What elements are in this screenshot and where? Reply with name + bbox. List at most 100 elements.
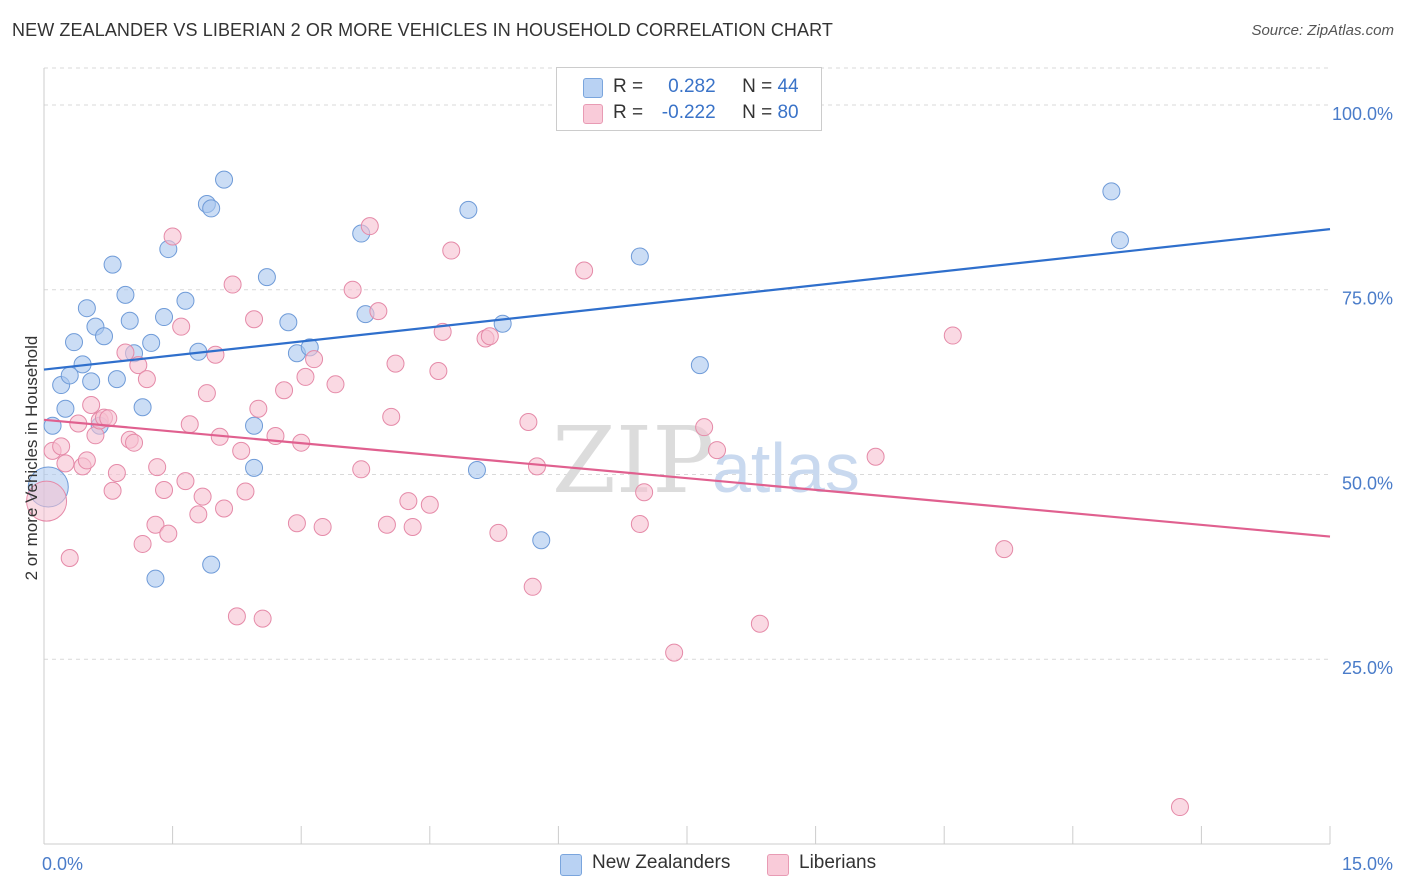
nz-point-43	[1110, 231, 1129, 250]
x-tick-label-1: 15.0%	[1342, 854, 1393, 874]
lr-point-19	[133, 534, 152, 553]
lr-point-47	[305, 350, 324, 369]
lr-point-28	[180, 415, 199, 434]
lr-point-60	[429, 362, 448, 381]
lr-point-23	[155, 480, 174, 499]
lr-point-43	[275, 381, 294, 400]
nz-point-39	[532, 531, 551, 550]
nz-point-8	[82, 372, 101, 391]
lr-point-7	[77, 451, 96, 470]
lr-point-64	[480, 327, 499, 346]
lr-point-37	[232, 441, 251, 460]
lr-point-35	[223, 275, 242, 294]
chart-title: NEW ZEALANDER VS LIBERIAN 2 OR MORE VEHI…	[12, 20, 833, 40]
lr-point-71	[635, 483, 654, 502]
lr-point-74	[708, 441, 727, 460]
lr-point-14	[107, 463, 126, 482]
lr-point-26	[172, 317, 191, 336]
lr-point-50	[343, 280, 362, 299]
nz-point-13	[107, 370, 126, 389]
nz-point-25	[202, 555, 221, 574]
lr-point-55	[382, 407, 401, 426]
nz-point-19	[146, 569, 165, 588]
nz-point-40	[630, 247, 649, 266]
nz-point-41	[690, 356, 709, 375]
nz-point-26	[202, 199, 221, 218]
swatch-blue	[560, 854, 582, 876]
lr-point-66	[519, 413, 538, 432]
axes	[43, 68, 1331, 845]
lr-point-30	[193, 487, 212, 506]
nz-point-28	[245, 416, 264, 435]
y-tick-label-3: 100.0%	[1332, 104, 1393, 124]
lr-point-25	[163, 227, 182, 246]
legend-label-new-zealanders: New Zealanders	[592, 852, 731, 873]
lr-point-39	[245, 310, 264, 329]
nz-point-14	[116, 285, 135, 304]
nz-point-36	[459, 200, 478, 219]
lr-point-48	[313, 517, 332, 536]
nz-point-30	[257, 268, 276, 287]
x-tick-label-0: 0.0%	[42, 854, 83, 874]
legend-r-label: R =	[613, 102, 644, 123]
gridlines	[44, 67, 1330, 660]
correlation-legend: R = 0.282 N = 44 R = -0.222 N = 80	[556, 67, 822, 131]
legend-swatch-pink	[583, 104, 603, 124]
lr-point-51	[352, 460, 371, 479]
lr-point-44	[287, 514, 306, 533]
lr-point-17	[125, 433, 144, 452]
legend-n-value-2: 80	[777, 102, 799, 123]
lr-point-40	[249, 399, 268, 418]
nz-point-17	[133, 398, 152, 417]
trend-line-liberians	[43, 418, 1331, 538]
series-liberians	[26, 217, 1189, 817]
lr-point-56	[386, 354, 405, 373]
lr-point-38	[236, 482, 255, 501]
lr-point-73	[695, 418, 714, 437]
lr-point-78	[995, 540, 1014, 559]
trend-lines	[43, 228, 1331, 538]
lr-point-75	[750, 614, 769, 633]
lr-point-3	[56, 454, 75, 473]
lr-point-0	[26, 480, 68, 522]
swatch-pink	[767, 854, 789, 876]
nz-point-3	[56, 399, 75, 418]
lr-point-53	[369, 302, 388, 321]
lr-point-4	[60, 548, 79, 567]
lr-point-52	[360, 217, 379, 236]
lr-point-21	[146, 515, 165, 534]
y-tick-label-2: 75.0%	[1342, 289, 1393, 309]
lr-point-72	[665, 643, 684, 662]
lr-point-76	[866, 447, 885, 466]
y-tick-label-0: 25.0%	[1342, 658, 1393, 678]
watermark-atlas: atlas	[712, 429, 860, 507]
legend-r-value-1: 0.282	[668, 76, 716, 97]
lr-point-18	[129, 356, 148, 375]
nz-point-29	[245, 458, 264, 477]
lr-point-36	[227, 607, 246, 626]
nz-point-37	[467, 461, 486, 480]
nz-point-5	[65, 333, 84, 352]
legend-r-label: R =	[613, 76, 644, 97]
lr-point-58	[403, 517, 422, 536]
nz-point-7	[77, 299, 96, 318]
lr-point-27	[176, 472, 195, 491]
nz-point-31	[279, 313, 298, 332]
lr-point-70	[630, 514, 649, 533]
lr-point-32	[206, 345, 225, 364]
legend-n-label: N =	[742, 102, 773, 123]
lr-point-69	[575, 261, 594, 280]
lr-point-77	[943, 326, 962, 345]
y-axis-label: 2 or more Vehicles in Household	[22, 336, 41, 581]
trend-line-new-zealanders	[43, 228, 1331, 371]
lr-point-8	[82, 396, 101, 415]
legend-n-label: N =	[742, 76, 773, 97]
lr-point-20	[137, 370, 156, 389]
nz-point-18	[142, 333, 161, 352]
lr-point-79	[1170, 798, 1189, 817]
lr-point-22	[148, 458, 167, 477]
source-credit: Source: ZipAtlas.com	[1251, 22, 1394, 39]
lr-point-29	[189, 505, 208, 524]
legend-n-value-1: 44	[777, 76, 799, 97]
series-legend: New Zealanders Liberians	[0, 852, 1406, 878]
